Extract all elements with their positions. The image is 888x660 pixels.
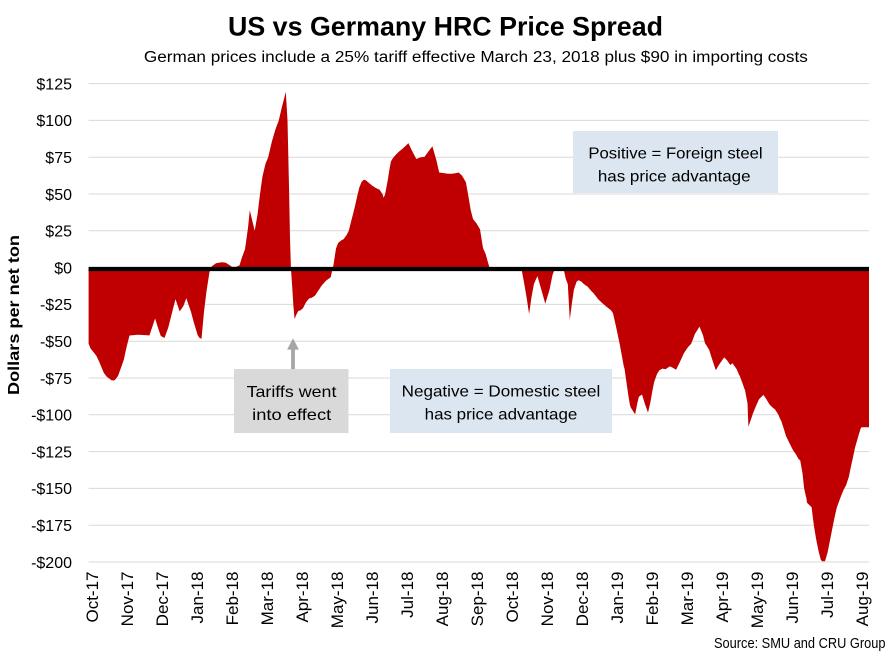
svg-text:Dollars per net ton: Dollars per net ton — [6, 235, 23, 395]
svg-text:Jan-18: Jan-18 — [188, 572, 207, 624]
svg-text:Negative = Domestic steel: Negative = Domestic steel — [402, 383, 601, 400]
svg-text:Aug-18: Aug-18 — [433, 572, 452, 627]
svg-text:$75: $75 — [45, 150, 72, 167]
svg-text:$0: $0 — [54, 260, 72, 277]
svg-text:German prices include a 25% ta: German prices include a 25% tariff effec… — [144, 49, 808, 66]
svg-text:$125: $125 — [36, 76, 72, 93]
svg-text:into effect: into effect — [252, 407, 332, 424]
svg-text:Jul-18: Jul-18 — [398, 572, 417, 618]
svg-text:$100: $100 — [36, 113, 72, 130]
svg-text:Mar-19: Mar-19 — [678, 572, 697, 626]
svg-text:Apr-19: Apr-19 — [713, 572, 732, 623]
svg-text:Feb-18: Feb-18 — [223, 572, 242, 626]
svg-text:US vs Germany HRC Price Spread: US vs Germany HRC Price Spread — [228, 12, 663, 42]
svg-text:-$100: -$100 — [31, 408, 72, 425]
svg-text:Nov-17: Nov-17 — [118, 572, 137, 627]
svg-text:Aug-19: Aug-19 — [853, 572, 872, 627]
svg-text:Source: SMU and CRU Group: Source: SMU and CRU Group — [714, 635, 886, 652]
svg-text:Jun-18: Jun-18 — [363, 572, 382, 624]
svg-text:-$200: -$200 — [31, 555, 72, 572]
svg-text:Oct-17: Oct-17 — [83, 572, 102, 623]
svg-text:Jun-19: Jun-19 — [783, 572, 802, 624]
svg-text:-$50: -$50 — [40, 334, 72, 351]
svg-text:-$150: -$150 — [31, 481, 72, 498]
svg-text:Oct-18: Oct-18 — [503, 572, 522, 623]
svg-text:Tariffs went: Tariffs went — [247, 384, 337, 401]
svg-text:Jan-19: Jan-19 — [608, 572, 627, 624]
svg-text:May-18: May-18 — [328, 572, 347, 629]
svg-text:Dec-17: Dec-17 — [153, 572, 172, 627]
svg-text:Feb-19: Feb-19 — [643, 572, 662, 626]
svg-text:has price advantage: has price advantage — [598, 168, 751, 185]
svg-text:Mar-18: Mar-18 — [258, 572, 277, 626]
svg-text:-$25: -$25 — [40, 297, 72, 314]
svg-text:Apr-18: Apr-18 — [293, 572, 312, 623]
svg-text:-$125: -$125 — [31, 444, 72, 461]
svg-text:Jul-19: Jul-19 — [818, 572, 837, 618]
svg-text:-$75: -$75 — [40, 371, 72, 388]
svg-text:Dec-18: Dec-18 — [573, 572, 592, 627]
svg-text:Positive = Foreign steel: Positive = Foreign steel — [588, 145, 762, 162]
svg-text:Nov-18: Nov-18 — [538, 572, 557, 627]
svg-text:$25: $25 — [45, 224, 72, 241]
svg-text:$50: $50 — [45, 187, 72, 204]
svg-text:-$175: -$175 — [31, 518, 72, 535]
svg-text:Sep-18: Sep-18 — [468, 572, 487, 627]
svg-text:May-19: May-19 — [748, 572, 767, 629]
svg-text:has price advantage: has price advantage — [425, 407, 578, 424]
